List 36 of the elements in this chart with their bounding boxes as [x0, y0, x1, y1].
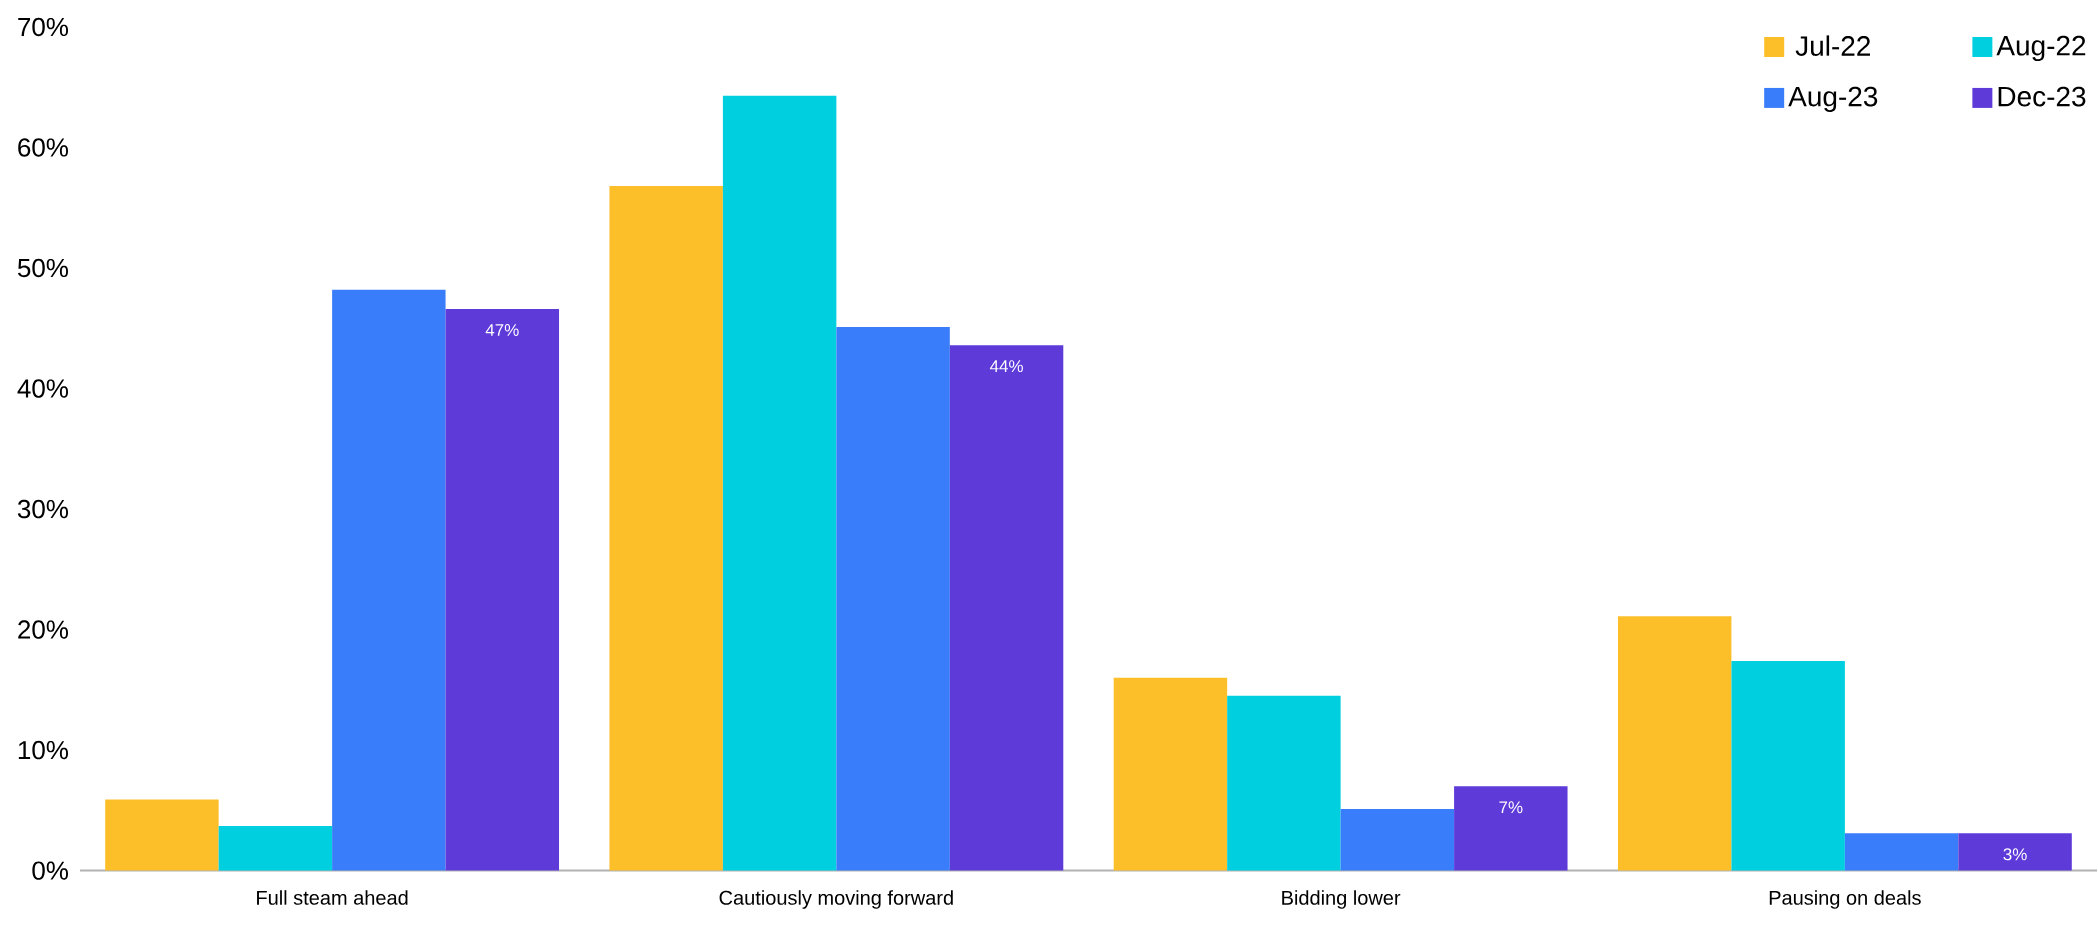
legend-label: Aug-22	[1996, 35, 2086, 62]
bar	[1844, 833, 1959, 871]
bar	[445, 309, 560, 871]
legend-label: Dec-23	[1998, 86, 2086, 107]
legend-label: Aug-23	[1788, 86, 1878, 113]
bar	[949, 345, 1064, 871]
bar	[1454, 786, 1568, 871]
bar	[609, 186, 723, 871]
bar	[722, 95, 837, 871]
bar	[1227, 696, 1341, 871]
x-tick-label: Full steam ahead	[257, 890, 408, 906]
bar	[105, 799, 219, 871]
data-label: 47%	[485, 324, 519, 337]
bar	[1113, 677, 1228, 871]
y-tick-label: 40%	[17, 379, 68, 398]
x-tick-label: Pausing on deals	[1769, 890, 1921, 910]
data-label: 7%	[1499, 801, 1523, 814]
y-tick-label: 60%	[18, 138, 68, 157]
bar	[1958, 833, 2072, 871]
bar	[332, 289, 446, 871]
y-tick-label: 20%	[18, 620, 68, 639]
bar	[1340, 809, 1455, 871]
y-tick-label: 0%	[32, 861, 69, 880]
bar	[1617, 616, 1732, 871]
y-tick-label: 10%	[18, 741, 68, 760]
bar	[218, 826, 333, 871]
data-label: 3%	[2003, 848, 2027, 861]
x-tick-label: Cautiously moving forward	[719, 890, 953, 910]
y-tick-label: 30%	[17, 500, 68, 519]
legend-label: Jul-22	[1795, 35, 1870, 57]
y-tick-label: 70%	[18, 18, 68, 37]
data-label: 44%	[989, 360, 1023, 373]
bar	[1731, 661, 1845, 871]
y-tick-label: 50%	[17, 259, 68, 278]
bar	[836, 327, 950, 871]
x-tick-label: Bidding lower	[1282, 890, 1401, 910]
